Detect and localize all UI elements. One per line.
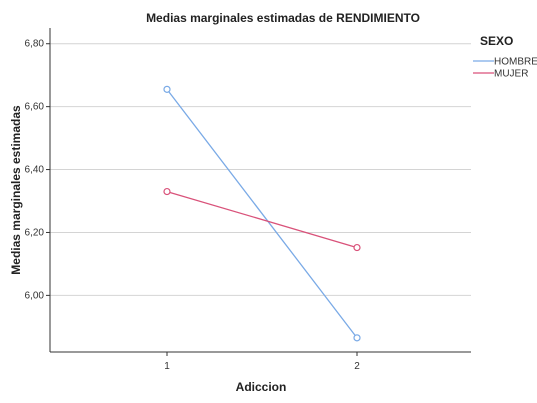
legend-label-hombre: HOMBRE <box>494 57 537 68</box>
y-axis-title: Medias marginales estimadas <box>9 105 23 275</box>
data-point-hombre <box>163 85 171 93</box>
series <box>163 85 361 342</box>
chart-title: Medias marginales estimadas de RENDIMIEN… <box>146 11 420 25</box>
y-tick-label: 6,40 <box>25 165 45 176</box>
y-ticks: 6,80 6,60 6,40 6,20 6,00 <box>25 39 50 301</box>
y-tick-label: 6,80 <box>25 39 45 50</box>
y-tick-label: 6,20 <box>25 227 45 238</box>
gridlines <box>50 43 471 296</box>
data-point-mujer <box>353 243 361 252</box>
x-tick-label: 1 <box>164 361 170 372</box>
legend-title: SEXO <box>480 34 513 48</box>
y-tick-label: 6,00 <box>25 290 45 301</box>
x-axis-title: Adiccion <box>236 380 287 394</box>
data-point-hombre <box>353 334 361 342</box>
series-line-hombre <box>166 88 358 339</box>
legend-label-mujer: MUJER <box>494 69 528 80</box>
series-line-mujer <box>166 190 358 249</box>
x-tick-label: 2 <box>354 361 360 372</box>
y-tick-label: 6,60 <box>25 102 45 113</box>
data-point-mujer <box>163 187 171 196</box>
